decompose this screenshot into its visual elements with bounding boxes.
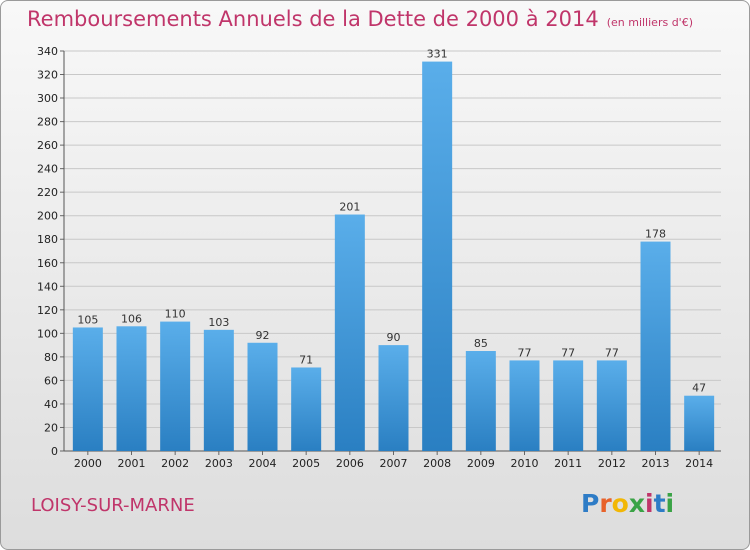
x-tick-label: 2013	[642, 457, 670, 470]
bar	[422, 61, 453, 452]
logo-letter: o	[611, 489, 629, 518]
y-tick-label: 100	[37, 327, 58, 340]
x-tick-label: 2012	[598, 457, 626, 470]
bar	[116, 326, 147, 451]
x-tick-label: 2010	[511, 457, 539, 470]
y-tick-label: 260	[37, 139, 58, 152]
bar	[160, 321, 191, 451]
chart-title: Remboursements Annuels de la Dette de 20…	[27, 7, 693, 31]
data-label: 85	[474, 337, 488, 350]
chart-subtitle: (en milliers d'€)	[606, 16, 693, 29]
data-label: 47	[692, 382, 706, 395]
commune-name: LOISY-SUR-MARNE	[31, 495, 195, 516]
y-tick-label: 120	[37, 304, 58, 317]
data-label: 71	[299, 353, 313, 366]
bar	[334, 214, 365, 451]
y-tick-label: 200	[37, 210, 58, 223]
data-label: 77	[561, 346, 575, 359]
bar	[640, 241, 671, 451]
data-label: 77	[605, 346, 619, 359]
y-tick-label: 40	[44, 398, 58, 411]
bar	[684, 395, 715, 451]
y-tick-label: 0	[51, 445, 58, 458]
bar	[247, 342, 278, 451]
x-tick-label: 2005	[292, 457, 320, 470]
bar	[553, 360, 584, 451]
bar	[203, 329, 234, 451]
x-tick-label: 2007	[380, 457, 408, 470]
y-tick-label: 60	[44, 374, 58, 387]
data-label: 90	[387, 331, 401, 344]
logo-letter: P	[581, 489, 600, 518]
data-label: 77	[518, 346, 532, 359]
data-label: 110	[165, 308, 186, 321]
y-tick-label: 240	[37, 163, 58, 176]
bar	[291, 367, 322, 451]
x-tick-label: 2008	[423, 457, 451, 470]
x-tick-label: 2014	[685, 457, 713, 470]
data-label: 201	[339, 201, 360, 214]
x-tick-label: 2006	[336, 457, 364, 470]
data-label: 105	[77, 313, 98, 326]
y-tick-label: 160	[37, 257, 58, 270]
x-tick-label: 2011	[554, 457, 582, 470]
x-tick-label: 2000	[74, 457, 102, 470]
data-label: 331	[427, 48, 448, 61]
data-label: 106	[121, 312, 142, 325]
proxiti-logo[interactable]: Proxiti	[581, 489, 674, 518]
logo-letter: x	[628, 489, 645, 518]
logo-letter: i	[665, 489, 675, 518]
y-tick-label: 300	[37, 92, 58, 105]
bar	[378, 345, 409, 451]
x-tick-label: 2001	[118, 457, 146, 470]
x-tick-label: 2009	[467, 457, 495, 470]
data-label: 103	[208, 316, 229, 329]
bar	[72, 327, 103, 451]
bar-layer	[72, 61, 715, 452]
x-tick-label: 2003	[205, 457, 233, 470]
x-tick-label: 2002	[161, 457, 189, 470]
y-tick-label: 220	[37, 186, 58, 199]
bar	[509, 360, 540, 451]
y-tick-label: 80	[44, 351, 58, 364]
y-tick-label: 320	[37, 69, 58, 82]
chart-title-text: Remboursements Annuels de la Dette de 20…	[27, 7, 599, 31]
x-tick-label: 2004	[249, 457, 277, 470]
logo-letter: r	[599, 489, 612, 518]
logo-letter: t	[653, 489, 666, 518]
logo-letter: i	[645, 489, 654, 518]
bar	[465, 351, 496, 451]
bar	[596, 360, 627, 451]
data-label: 178	[645, 228, 666, 241]
y-tick-label: 140	[37, 280, 58, 293]
y-tick-label: 340	[37, 45, 58, 58]
y-tick-label: 280	[37, 116, 58, 129]
y-tick-label: 180	[37, 233, 58, 246]
label-layer: 105 2000 106 2001 110 2002 103 2003 92 2004 71 2005…	[74, 48, 713, 470]
y-tick-label: 20	[44, 421, 58, 434]
data-label: 92	[256, 329, 270, 342]
